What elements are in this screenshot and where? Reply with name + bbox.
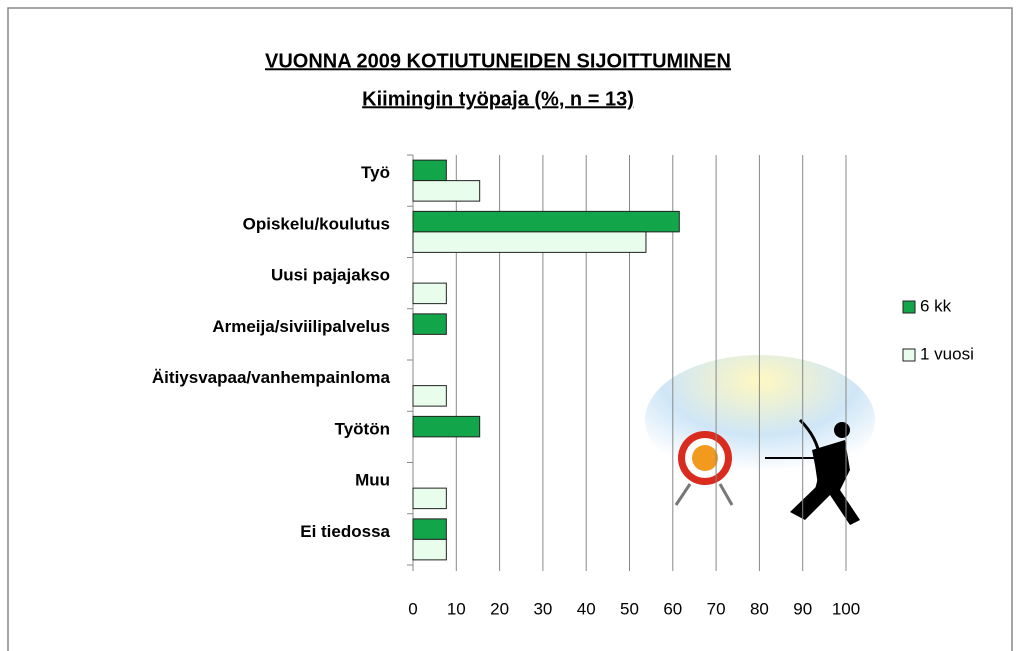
clipart <box>645 355 875 525</box>
y-tick-label: Ei tiedossa <box>300 522 390 541</box>
bar <box>412 180 481 202</box>
x-tick-label: 40 <box>577 599 596 618</box>
x-tick-label: 10 <box>447 599 466 618</box>
legend-swatch <box>902 348 916 362</box>
y-tick-label: Armeija/siviilipalvelus <box>212 317 390 336</box>
legend-swatch <box>902 300 916 314</box>
target-leg <box>674 483 692 506</box>
x-tick-label: 50 <box>620 599 639 618</box>
x-tick-label: 60 <box>663 599 682 618</box>
bar <box>412 487 447 510</box>
bar <box>412 210 680 233</box>
archer-head <box>834 422 850 438</box>
y-tick-label: Uusi pajajakso <box>271 266 390 285</box>
bar <box>412 385 447 407</box>
frame <box>7 7 1013 651</box>
legend-label: 6 kk <box>920 296 952 315</box>
bar <box>412 282 447 305</box>
x-tick-label: 90 <box>793 599 812 618</box>
y-tick-label: Äitiysvapaa/vanhempainloma <box>152 368 391 387</box>
bar <box>412 518 447 540</box>
x-tick-label: 100 <box>832 599 860 618</box>
bar <box>412 159 447 182</box>
x-tick-label: 20 <box>490 599 509 618</box>
y-tick-label: Opiskelu/koulutus <box>243 214 390 233</box>
archer <box>790 440 860 525</box>
bar <box>412 538 447 561</box>
target-center <box>692 445 718 471</box>
chart-subtitle: Kiimingin työpaja (%, n = 13) <box>362 88 634 110</box>
target-leg <box>718 483 734 506</box>
legend-label: 1 vuosi <box>920 344 974 363</box>
y-tick-label: Työtön <box>335 419 390 438</box>
y-tick-label: Työ <box>361 163 390 182</box>
x-tick-label: 80 <box>750 599 769 618</box>
bar <box>412 415 481 438</box>
x-tick-label: 70 <box>707 599 726 618</box>
bar <box>412 313 447 335</box>
y-tick-label: Muu <box>355 471 390 490</box>
x-tick-label: 30 <box>533 599 552 618</box>
chart-title: VUONNA 2009 KOTIUTUNEIDEN SIJOITTUMINEN <box>265 50 731 72</box>
bar <box>412 231 647 253</box>
x-tick-label: 0 <box>408 599 417 618</box>
